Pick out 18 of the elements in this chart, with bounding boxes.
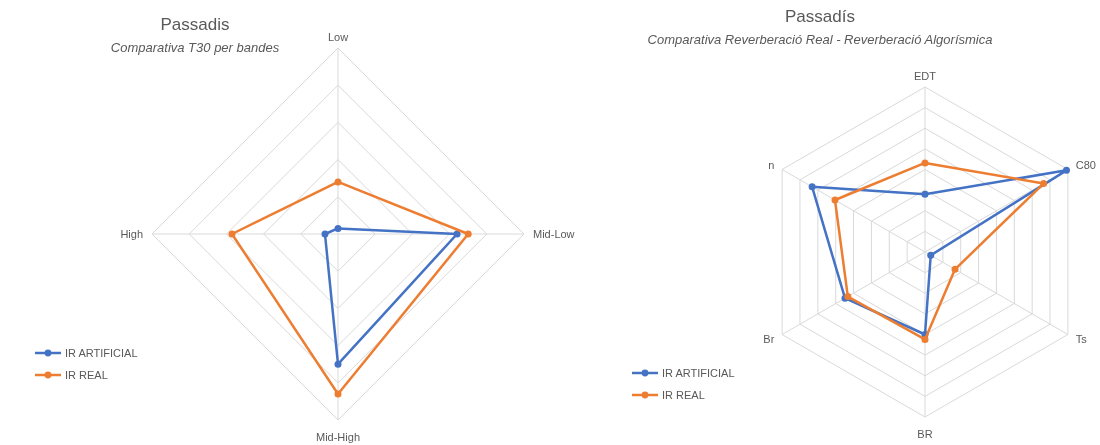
- spoke-label: Br: [763, 333, 775, 345]
- spoke-label: Low: [327, 31, 349, 43]
- chart-title: Passadis: [160, 15, 230, 34]
- spoke-label: Mid-Low: [533, 228, 575, 240]
- spoke-label: C80: [1075, 159, 1096, 171]
- spoke-label: BR: [917, 428, 933, 440]
- spoke-label: n: [768, 159, 775, 171]
- text: Comparativa T30 per bandes: [110, 40, 280, 55]
- spoke-label: Mid-High: [315, 431, 361, 443]
- spoke-label: EDT: [914, 70, 937, 82]
- legend-label: IR REAL: [662, 389, 705, 401]
- legend-label: IR ARTIFICIAL: [662, 367, 735, 379]
- chart-title: Passadís: [785, 7, 855, 26]
- legend-label: IR ARTIFICIAL: [65, 347, 138, 359]
- spoke-label: High: [120, 228, 143, 240]
- spoke-label: Ts: [1075, 333, 1088, 345]
- chart-subtitle: Comparativa Reverberació Real - Reverberació Algorísmica: [647, 32, 993, 47]
- legend-label: IR REAL: [65, 369, 108, 381]
